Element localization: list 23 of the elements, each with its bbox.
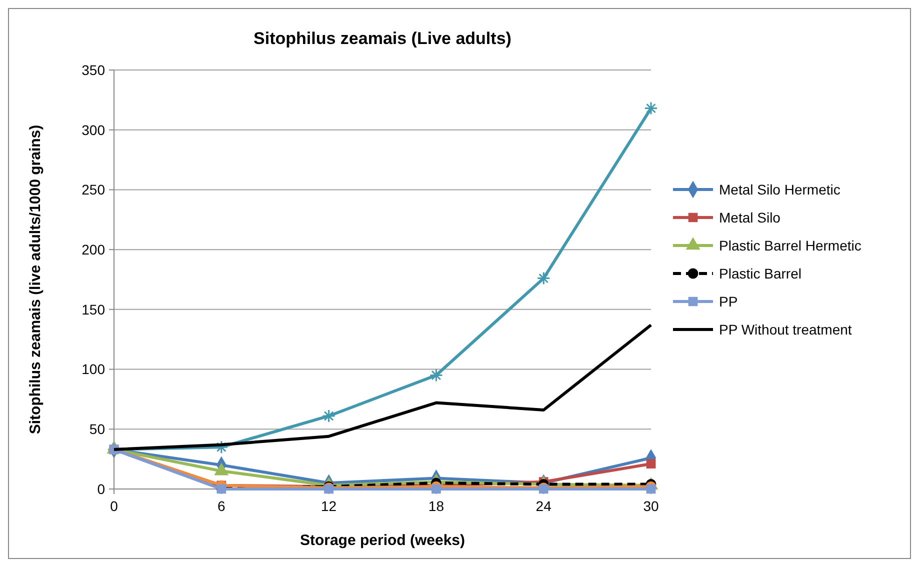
x-tick-label: 6 [218,498,226,514]
y-axis-title: Sitophilus zeamais (live adults/1000 grains) [27,124,44,434]
legend-label: Metal Silo Hermetic [719,181,840,198]
x-axis-title: Storage period (weeks) [300,532,466,549]
y-tick-label: 200 [82,241,106,258]
y-tick-label: 50 [89,421,106,438]
y-tick-label: 300 [82,122,106,138]
legend-label: Plastic Barrel [719,265,802,282]
x-tick-label: 12 [321,498,337,514]
x-tick-label: 0 [110,498,118,514]
legend-label: PP Without treatment [719,321,852,338]
x-tick-label: 24 [536,498,552,514]
legend-label: Plastic Barrel Hermetic [719,237,862,254]
legend-label: Metal Silo [719,209,781,226]
chart-title: Sitophilus zeamais (Live adults) [254,29,512,48]
y-tick-label: 0 [97,480,106,497]
x-tick-label: 30 [643,498,659,514]
x-tick-label: 18 [428,498,444,514]
y-tick-label: 100 [82,361,106,378]
y-tick-label: 350 [82,62,106,78]
legend-label: PP [719,293,738,310]
y-tick-label: 250 [82,182,106,198]
y-tick-label: 150 [82,301,106,318]
